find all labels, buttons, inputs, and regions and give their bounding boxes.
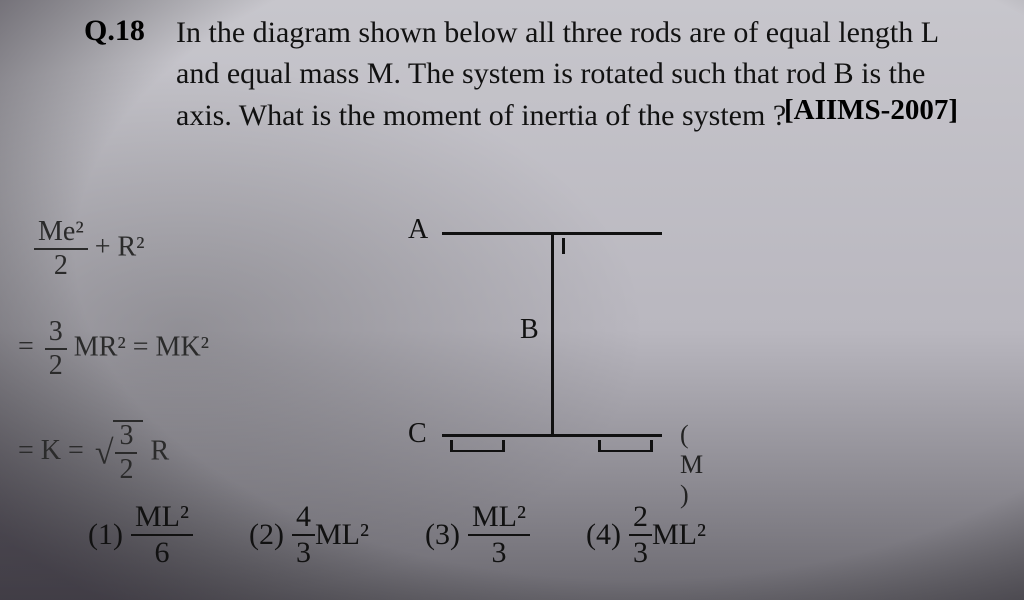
question-number: Q.18 xyxy=(84,12,176,48)
hw3-root-den: 2 xyxy=(115,452,137,484)
answer-2-tail: ML² xyxy=(315,518,369,552)
answer-4-tail: ML² xyxy=(652,518,706,552)
handwriting-line-2: = 3 2 MR² = MK² xyxy=(18,318,209,380)
answer-3-den: 3 xyxy=(468,534,530,568)
rod-b-top-tick xyxy=(562,238,565,254)
answer-option-4[interactable]: (4) 2 3 ML² xyxy=(586,502,706,568)
answer-2-den: 3 xyxy=(292,534,315,568)
sqrt-icon: √ xyxy=(95,434,114,471)
content: Q.18 In the diagram shown below all thre… xyxy=(0,0,1024,127)
rod-b xyxy=(551,232,554,436)
handwriting-line-3: = K = √ 3 2 R xyxy=(18,420,169,484)
answer-3-num: ML² xyxy=(468,502,530,534)
mass-mark: ( M ) xyxy=(680,420,703,510)
page-root: Q.18 In the diagram shown below all thre… xyxy=(0,0,1024,600)
hw2-prefix: = xyxy=(18,331,41,362)
answer-option-2[interactable]: (2) 4 3 ML² xyxy=(249,502,369,568)
answer-row: (1) ML² 6 (2) 4 3 ML² (3) ML² 3 (4) xyxy=(88,502,984,568)
hw1-den: 2 xyxy=(34,248,88,280)
answer-option-3[interactable]: (3) ML² 3 xyxy=(425,502,530,568)
hw2-mid: MR² = MK² xyxy=(67,331,209,362)
rod-c-underbar-r xyxy=(598,450,653,452)
answer-2-num: 4 xyxy=(292,502,315,534)
answer-4-den: 3 xyxy=(629,534,652,568)
label-c: C xyxy=(408,418,427,450)
answer-2-paren: (2) xyxy=(249,518,284,552)
hw2-den: 2 xyxy=(45,348,67,380)
hw1-num: Me² xyxy=(34,218,88,248)
rod-c xyxy=(442,434,662,437)
answer-4-num: 2 xyxy=(629,502,652,534)
label-a: A xyxy=(408,214,428,246)
label-b: B xyxy=(520,314,539,346)
hw2-num: 3 xyxy=(45,318,67,348)
answer-option-1[interactable]: (1) ML² 6 xyxy=(88,502,193,568)
hw1-rest: + R² xyxy=(88,231,145,262)
answer-1-den: 6 xyxy=(131,534,193,568)
answer-1-paren: (1) xyxy=(88,518,123,552)
hw3-prefix: = K = xyxy=(18,435,91,466)
hw3-root-num: 3 xyxy=(115,422,137,452)
answer-3-paren: (3) xyxy=(425,518,460,552)
hw3-suffix: R xyxy=(143,435,169,466)
handwriting-line-1: Me² 2 + R² xyxy=(34,218,145,280)
answer-1-num: ML² xyxy=(131,502,193,534)
rod-diagram: A B C ( M ) xyxy=(392,218,692,478)
rod-c-underbar-l xyxy=(450,450,505,452)
answer-4-paren: (4) xyxy=(586,518,621,552)
